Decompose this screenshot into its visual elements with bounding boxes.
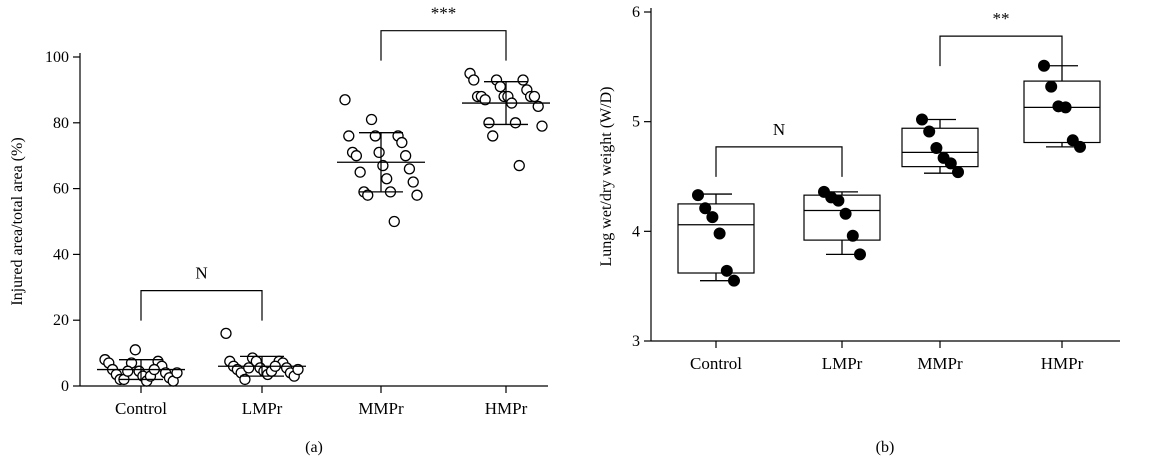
data-point	[944, 157, 957, 170]
chart-panel-a: 0 20 40 60 80 100 Control LMPr MMPr HMPr Injured a…	[9, 4, 550, 456]
chart-panel-b: 3 4 5 6 Control LMPr MMPr HMPr Lung wet/dry weig…	[598, 4, 1120, 456]
y-tick-label: 20	[53, 312, 69, 329]
x-tick-label: MMPr	[358, 399, 404, 418]
data-point	[350, 150, 363, 162]
data-point	[720, 264, 733, 277]
data-point	[728, 274, 740, 287]
significance-label: N	[773, 120, 785, 139]
data-point	[692, 189, 704, 202]
data-point	[171, 367, 183, 379]
data-point	[343, 130, 355, 142]
data-point	[243, 362, 255, 374]
data-point	[1045, 80, 1058, 93]
significance-label: ***	[431, 4, 457, 23]
significance-bracket	[380, 30, 507, 61]
y-tick-label: 4	[632, 223, 640, 240]
x-tick-label: LMPr	[822, 354, 863, 373]
data-point	[846, 229, 859, 242]
data-point	[1074, 140, 1086, 153]
data-point	[1059, 101, 1072, 114]
y-tick-label: 6	[632, 4, 640, 21]
x-tick-label: MMPr	[917, 354, 963, 373]
x-tick-label: HMPr	[1041, 354, 1084, 373]
data-point	[487, 130, 499, 142]
significance-bracket	[715, 146, 843, 177]
y-tick-label: 3	[632, 333, 640, 350]
data-point	[122, 365, 134, 377]
significance-label: N	[195, 264, 207, 283]
data-point	[468, 74, 480, 86]
y-tick-label: 80	[53, 115, 69, 132]
data-point	[517, 74, 529, 86]
x-tick-label: Control	[690, 354, 742, 373]
data-point	[399, 150, 412, 162]
data-point	[239, 373, 251, 386]
data-point	[381, 173, 393, 185]
data-point	[129, 344, 141, 356]
data-point	[479, 94, 491, 106]
data-point	[699, 202, 712, 215]
data-point	[388, 215, 400, 228]
data-point	[396, 136, 408, 149]
data-point	[832, 194, 845, 207]
data-point	[403, 163, 416, 175]
y-tick-label: 40	[53, 246, 69, 263]
significance-bracket	[140, 289, 263, 321]
y-axis-label: Injured area/total area (%)	[9, 137, 26, 305]
data-point	[923, 125, 936, 138]
data-point	[411, 189, 423, 201]
data-point	[483, 117, 495, 129]
data-point	[536, 120, 548, 132]
data-point	[354, 166, 366, 178]
data-point	[362, 189, 374, 201]
data-point	[220, 327, 232, 340]
data-point	[513, 159, 525, 172]
data-point	[509, 117, 522, 129]
y-tick-label: 100	[45, 49, 69, 66]
y-tick-label: 60	[53, 181, 69, 198]
y-axis-label: Lung wet/dry weight (W/D)	[598, 87, 615, 267]
data-point	[532, 100, 544, 112]
data-point	[706, 211, 719, 224]
panel-label: (a)	[305, 439, 323, 456]
data-point	[1038, 59, 1050, 72]
data-point	[369, 130, 381, 142]
x-tick-label: LMPr	[242, 399, 283, 418]
panel-label: (b)	[876, 439, 895, 456]
x-tick-label: HMPr	[485, 399, 528, 418]
data-point	[292, 363, 304, 376]
x-tick-label: Control	[115, 399, 167, 418]
data-point	[365, 113, 378, 126]
data-point	[407, 176, 419, 188]
data-point	[854, 248, 866, 261]
significance-bracket	[939, 35, 1063, 67]
data-point	[528, 90, 541, 103]
data-point	[494, 80, 506, 93]
data-point	[373, 146, 385, 159]
y-tick-label: 0	[61, 378, 69, 395]
data-point	[916, 113, 928, 126]
y-tick-label: 5	[632, 114, 640, 131]
significance-label: **	[993, 9, 1010, 28]
data-point	[952, 166, 964, 179]
data-point	[930, 141, 943, 154]
data-point	[839, 207, 852, 220]
data-point	[339, 94, 351, 106]
data-point	[713, 227, 726, 240]
